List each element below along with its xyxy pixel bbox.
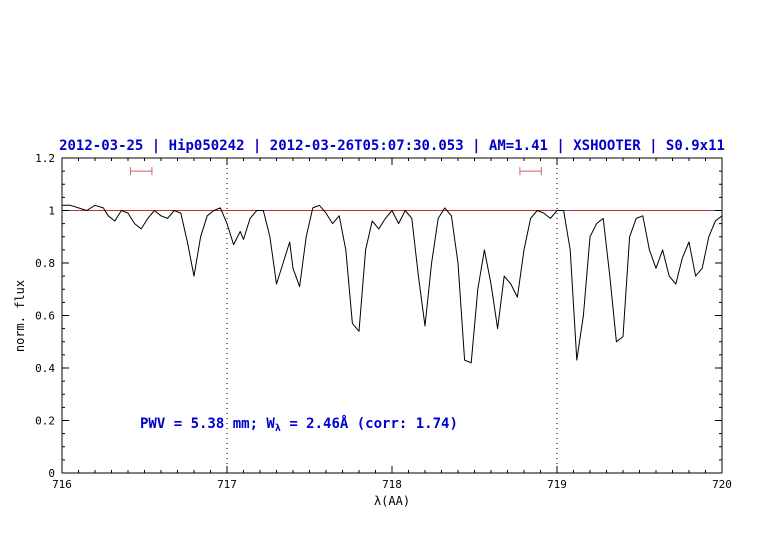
pwv-annotation-text: PWV = 5.38 mm; W [140, 416, 275, 432]
y-tick-label: 0.2 [35, 415, 55, 428]
pwv-annotation: PWV = 5.38 mm; Wλ = 2.46Å (corr: 1.74) [140, 415, 458, 434]
x-tick-label: 718 [382, 478, 402, 491]
x-axis-label: λ(AA) [374, 494, 410, 508]
y-tick-label: 1.2 [35, 152, 55, 165]
y-tick-label: 0.8 [35, 257, 55, 270]
x-tick-label: 716 [52, 478, 72, 491]
lambda-subscript: λ [275, 423, 281, 434]
y-tick-label: 0.4 [35, 362, 55, 375]
x-tick-label: 720 [712, 478, 732, 491]
x-tick-label: 717 [217, 478, 237, 491]
y-tick-label: 0.6 [35, 310, 55, 323]
y-tick-label: 0 [48, 467, 55, 480]
spectrum-line [62, 204, 723, 364]
pwv-annotation-text-2: = 2.46Å (corr: 1.74) [281, 415, 458, 432]
y-axis-label: norm. flux [13, 280, 27, 352]
plot-title: 2012-03-25 | Hip050242 | 2012-03-26T05:0… [59, 138, 725, 154]
y-tick-label: 1 [48, 205, 55, 218]
plot-render-layer: 716 717 718 719 720 0 0.2 0.4 0.6 0.8 1 1.2 [35, 152, 732, 491]
x-tick-label: 719 [547, 478, 567, 491]
